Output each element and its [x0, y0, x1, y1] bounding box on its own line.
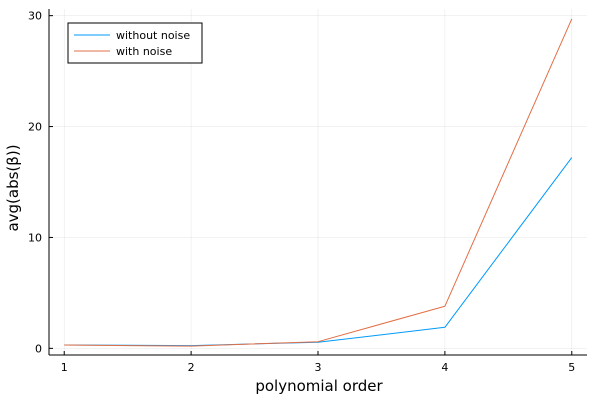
legend-label: with noise	[116, 45, 172, 58]
x-axis-label: polynomial order	[255, 377, 383, 395]
axes	[48, 9, 587, 356]
x-tick-label: 4	[441, 361, 448, 374]
x-tick-label: 5	[568, 361, 575, 374]
legend-label: without noise	[116, 29, 190, 42]
x-tick-label: 1	[61, 361, 68, 374]
y-tick-label: 0	[35, 342, 42, 355]
legend: without noise with noise	[67, 22, 203, 64]
y-tick-label: 10	[28, 231, 42, 244]
y-axis-label: avg(abs(β))	[4, 144, 22, 231]
series-line-2: with noise	[64, 18, 573, 347]
x-tick-label: 3	[315, 361, 322, 374]
y-tick-label: 30	[28, 10, 42, 23]
grid	[49, 9, 587, 355]
data-series: without noise with noise	[64, 18, 573, 347]
y-tick-label: 20	[28, 121, 42, 134]
legend-box	[67, 22, 203, 64]
tick-labels: 1 2 3 4 5 0 10 20 30	[28, 10, 575, 374]
x-tick-label: 2	[188, 361, 195, 374]
